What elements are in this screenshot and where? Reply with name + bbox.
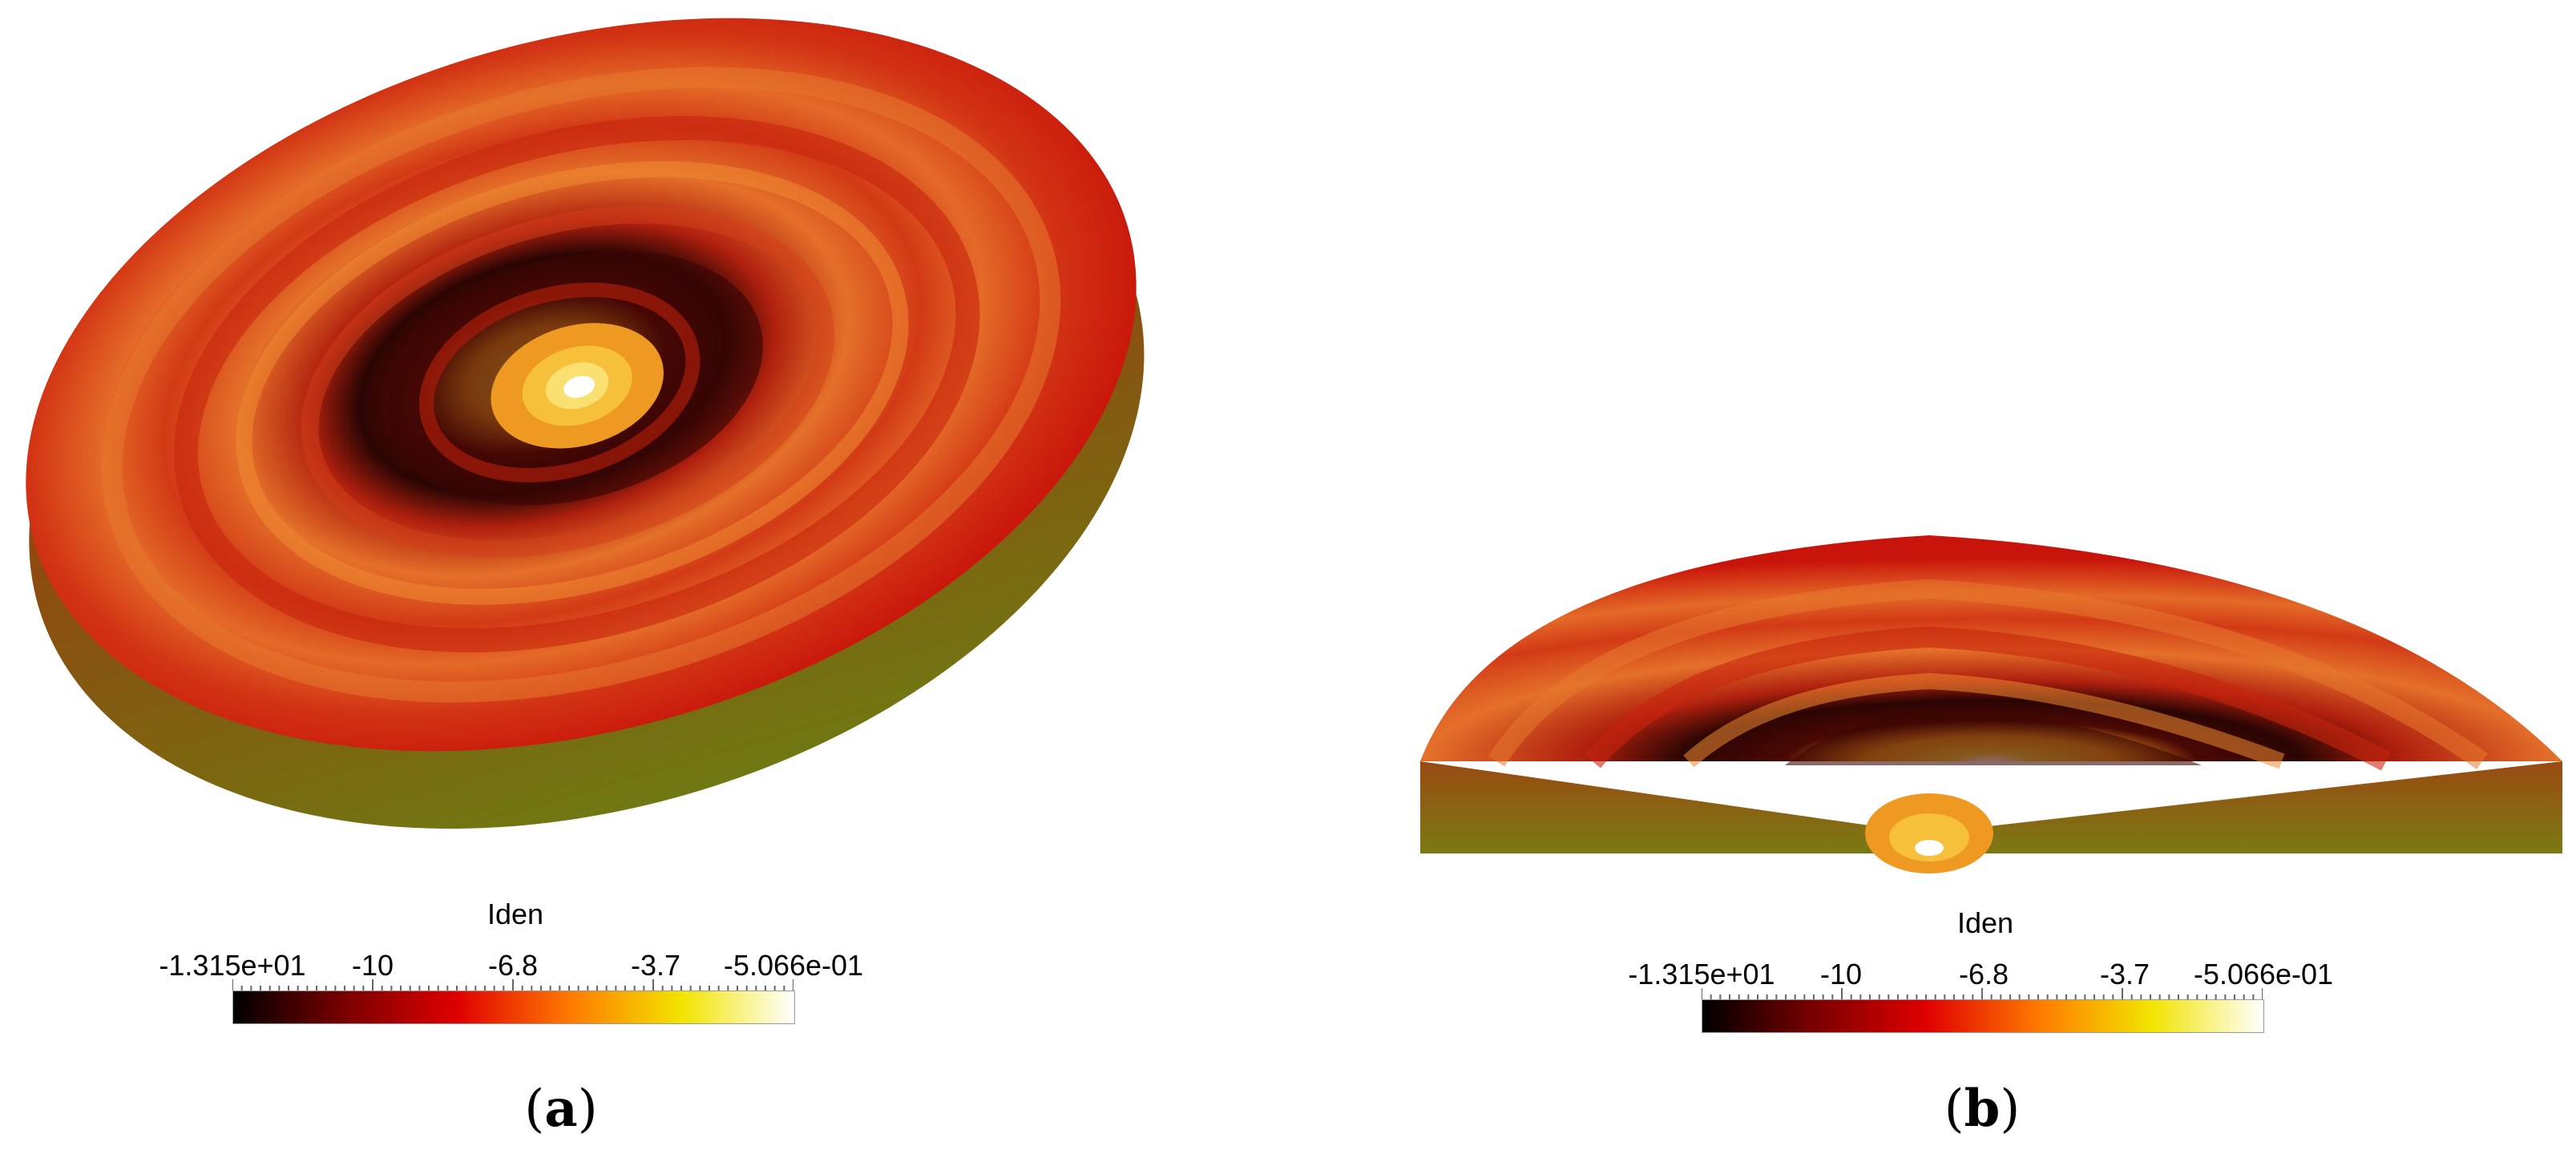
disk-render-b — [1420, 535, 2562, 874]
colorbar-title: Iden — [1957, 906, 2014, 939]
disk-render-a — [26, 18, 1145, 829]
colorbar-tick-label: -6.8 — [487, 949, 539, 982]
colorbar-tick-label: -1.315e+01 — [159, 949, 306, 982]
colorbar-title: Iden — [487, 898, 544, 930]
colorbar-gradient — [232, 991, 795, 1024]
panel-caption: (a) — [524, 1079, 598, 1139]
colorbar-tick-label: -3.7 — [2099, 958, 2150, 991]
colorbar-tick-label: -10 — [351, 949, 394, 982]
colorbar-tick-label: -10 — [1819, 958, 1863, 991]
disk-top-a — [26, 18, 1137, 752]
disk-side-b — [1420, 761, 2562, 874]
colorbar-gradient — [1702, 999, 2264, 1033]
disk-top-b — [1420, 535, 2562, 771]
panel-b: Iden -1.315e+01 -10 -6.8 -3.7 -5.066e-01… — [1288, 0, 2576, 1162]
colorbar-tick-label: -5.066e-01 — [2193, 958, 2334, 991]
colorbar-tick-label: -3.7 — [630, 949, 681, 982]
panel-a: Iden -1.315e+01 -10 -6.8 -3.7 -5.066e-01… — [26, 18, 1145, 1139]
colorbar-tick-label: -1.315e+01 — [1628, 958, 1775, 991]
colorbar-tick-label: -6.8 — [1958, 958, 2009, 991]
colorbar-tick-label: -5.066e-01 — [723, 949, 864, 982]
panel-caption: (b) — [1944, 1079, 2021, 1139]
